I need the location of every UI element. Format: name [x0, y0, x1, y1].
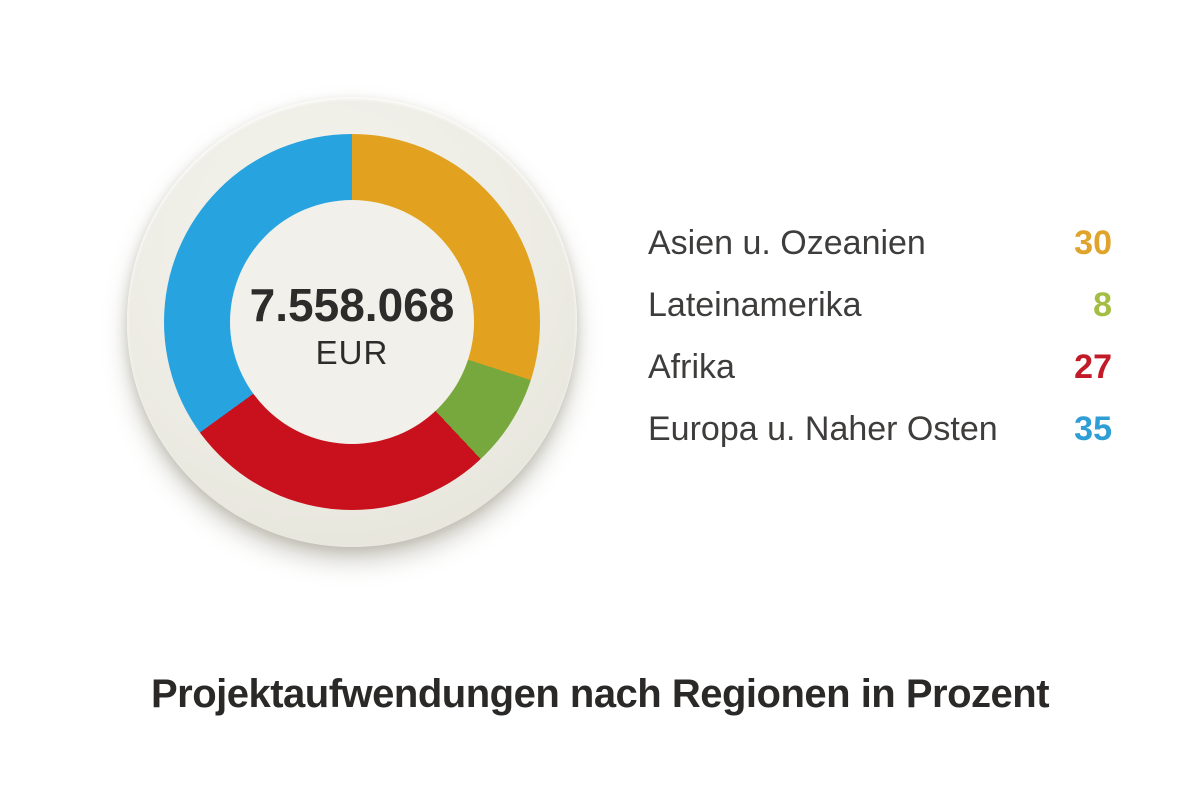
- legend-value: 27: [1074, 347, 1112, 386]
- donut-hole: 7.558.068 EUR: [230, 200, 474, 444]
- legend-label: Afrika: [648, 347, 735, 386]
- legend-label: Lateinamerika: [648, 285, 862, 324]
- legend-value: 35: [1074, 409, 1112, 448]
- legend-label: Asien u. Ozeanien: [648, 223, 926, 262]
- legend-label: Europa u. Naher Osten: [648, 409, 998, 448]
- legend-row: Europa u. Naher Osten 35: [648, 398, 1112, 460]
- legend-row: Afrika 27: [648, 336, 1112, 398]
- legend-row: Lateinamerika 8: [648, 274, 1112, 336]
- donut-center-unit: EUR: [315, 334, 389, 372]
- donut-plate: 7.558.068 EUR: [127, 97, 577, 547]
- legend-row: Asien u. Ozeanien 30: [648, 212, 1112, 274]
- legend-value: 8: [1093, 285, 1112, 324]
- donut-center-value: 7.558.068: [249, 278, 455, 331]
- chart-title: Projektaufwendungen nach Regionen in Pro…: [150, 672, 1050, 716]
- donut-chart: 7.558.068 EUR: [164, 134, 540, 510]
- legend: Asien u. Ozeanien 30 Lateinamerika 8 Afr…: [648, 212, 1112, 460]
- legend-value: 30: [1074, 223, 1112, 262]
